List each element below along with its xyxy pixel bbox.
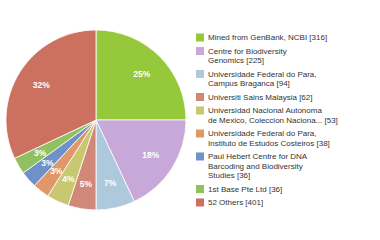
legend-swatch (196, 34, 204, 42)
legend-swatch (196, 130, 204, 138)
slice-label: 3% (41, 158, 54, 168)
slice-labels: 25%18%7%5%4%3%3%3%32% (33, 69, 160, 189)
slice-label: 25% (133, 69, 150, 79)
legend-label: Centre for BiodiversityGenomics [225] (208, 47, 287, 66)
legend-label: Paul Hebert Centre for DNABarcoding and … (208, 152, 308, 180)
legend-label: 52 Others [401] (208, 198, 263, 207)
legend-label: Mined from GenBank, NCBI [316] (208, 33, 327, 42)
legend-swatch (196, 153, 204, 161)
legend-label: Universidade Federal do Para,Campus Brag… (208, 70, 317, 89)
legend-label: Universiti Sains Malaysia [62] (208, 93, 312, 102)
legend-swatch (196, 47, 204, 55)
slice-label: 5% (80, 179, 93, 189)
legend-label: Universidad Nacional Autonomade Mexico, … (208, 106, 338, 125)
pie (6, 30, 186, 210)
legend: Mined from GenBank, NCBI [316] Centre for… (196, 33, 338, 207)
background (0, 0, 380, 240)
slice-label: 32% (33, 80, 50, 90)
slice-label: 7% (104, 178, 117, 188)
pie-slice (96, 30, 186, 120)
legend-label: Universidade Federal do Para,Instituto d… (208, 129, 330, 148)
chart: 25%18%7%5%4%3%3%3%32%Mined from GenBank,… (0, 0, 380, 240)
legend-swatch (196, 199, 204, 207)
slice-label: 3% (34, 148, 47, 158)
legend-swatch (196, 70, 204, 78)
legend-swatch (196, 107, 204, 115)
slice-label: 4% (62, 174, 75, 184)
pie-slice (96, 120, 134, 210)
slice-label: 18% (142, 150, 159, 160)
legend-label: 1st Base Pte Ltd [36] (208, 185, 282, 194)
legend-swatch (196, 93, 204, 101)
pie-slice (6, 30, 96, 158)
legend-swatch (196, 185, 204, 193)
